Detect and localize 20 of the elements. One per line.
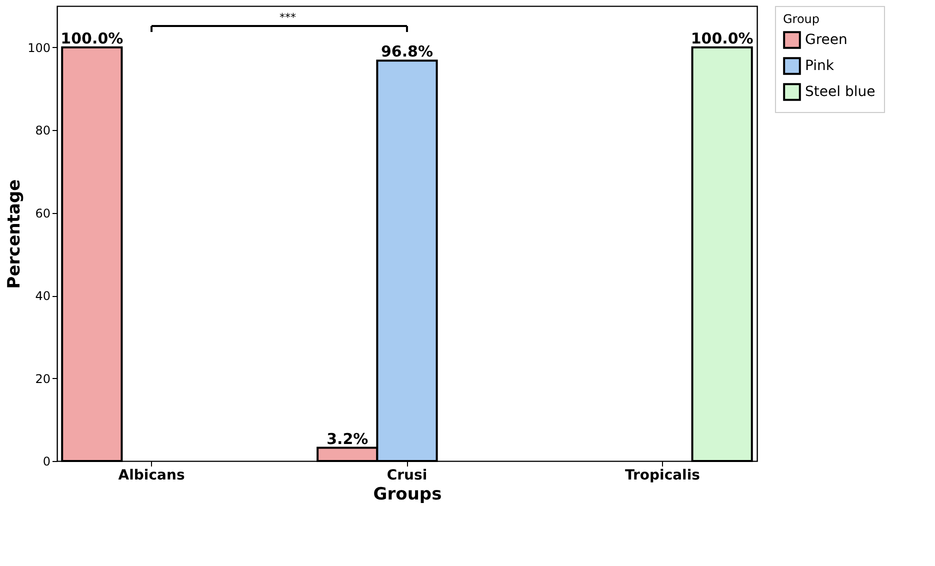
x-tick-label: Crusi	[386, 468, 428, 484]
legend-title: Group	[783, 12, 820, 26]
y-tick-label: 60	[35, 206, 50, 220]
annotation: ***	[279, 11, 296, 24]
y-tick-label: 80	[35, 124, 50, 138]
data-label: 100.0%	[690, 29, 754, 48]
x-tick-label: Tropicalis	[624, 468, 700, 484]
data-label: 100.0%	[60, 29, 124, 48]
legend-label: Steel blue	[805, 84, 876, 100]
y-tick-label: 40	[35, 289, 50, 304]
data-label: 3.2%	[326, 430, 368, 448]
y-tick-label: 0	[42, 454, 50, 468]
x-tick-label: Albicans	[118, 468, 185, 484]
y-axis-title: Percentage	[4, 179, 25, 289]
legend-label: Pink	[805, 58, 835, 74]
legend-label: Green	[805, 32, 848, 48]
y-tick-label: 20	[35, 372, 50, 386]
x-axis-title: Groups	[373, 484, 442, 504]
data-label: 96.8%	[380, 42, 434, 61]
y-tick-label: 100	[28, 40, 50, 55]
